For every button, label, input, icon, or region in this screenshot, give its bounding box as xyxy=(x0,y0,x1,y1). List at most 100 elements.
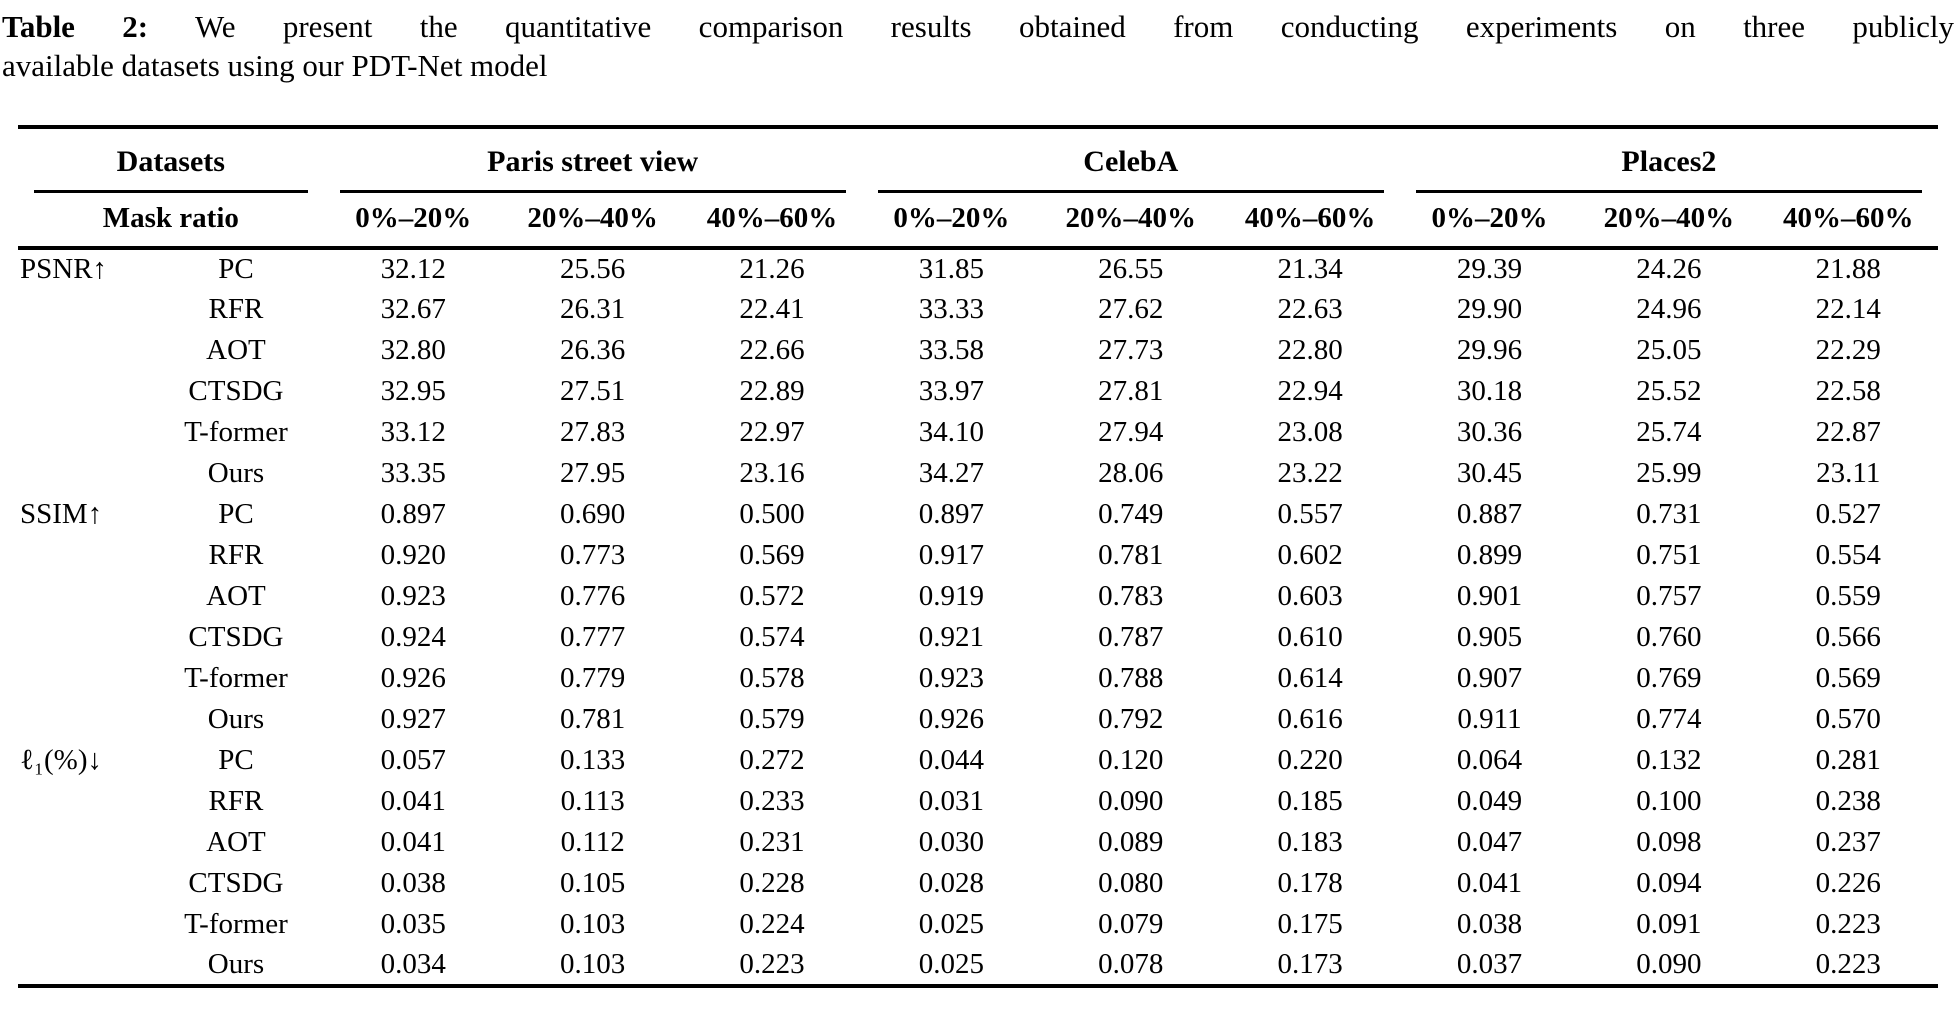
value-cell: 0.031 xyxy=(918,785,985,817)
method-label: T-former xyxy=(184,416,288,448)
metric-label: PSNR↑ xyxy=(20,253,108,285)
value-cell: 0.272 xyxy=(739,744,805,776)
value-cell: 0.559 xyxy=(1815,580,1881,612)
table-row: RFR 0.920 0.773 0.569 0.917 0.781 0.602 0.899 0.… xyxy=(18,535,1938,576)
group-places2-label: Places2 xyxy=(1415,129,1922,193)
value-cell: 30.45 xyxy=(1456,457,1523,489)
value-cell: 0.041 xyxy=(380,785,446,817)
value-cell: 0.769 xyxy=(1636,662,1702,694)
value-cell: 0.220 xyxy=(1277,744,1343,776)
value-cell: 0.917 xyxy=(918,539,985,571)
value-cell: 27.51 xyxy=(560,375,626,407)
value-cell: 0.224 xyxy=(739,908,805,940)
value-cell: 0.579 xyxy=(739,703,805,735)
value-cell: 32.67 xyxy=(380,293,446,325)
value-cell: 0.041 xyxy=(380,826,446,858)
value-cell: 0.037 xyxy=(1399,945,1580,988)
value-cell: 22.87 xyxy=(1815,416,1881,448)
value-cell: 0.105 xyxy=(560,867,626,899)
value-cell: 32.95 xyxy=(380,375,446,407)
caption-text-line1: We present the quantitative comparison r… xyxy=(194,9,1954,44)
method-label: T-former xyxy=(184,662,288,694)
value-cell: 0.578 xyxy=(739,662,805,694)
value-cell: 27.62 xyxy=(1098,293,1164,325)
table-row: Ours 33.35 27.95 23.16 34.27 28.06 23.22 30.45 2… xyxy=(18,453,1938,494)
value-cell: 0.574 xyxy=(739,621,805,653)
metric-empty-cell xyxy=(18,904,148,945)
value-cell: 0.923 xyxy=(380,580,446,612)
value-cell: 32.80 xyxy=(380,334,446,366)
value-cell: 0.602 xyxy=(1277,539,1343,571)
value-cell: 0.919 xyxy=(918,580,985,612)
value-cell: 22.63 xyxy=(1277,293,1343,325)
value-cell: 33.97 xyxy=(918,375,985,407)
method-label: PC xyxy=(218,253,254,285)
value-cell: 0.112 xyxy=(560,826,625,858)
value-cell: 0.090 xyxy=(1098,785,1164,817)
value-cell: 23.22 xyxy=(1277,457,1343,489)
value-cell: 25.52 xyxy=(1636,375,1702,407)
metric-empty-cell xyxy=(18,576,148,617)
value-cell: 0.047 xyxy=(1456,826,1523,858)
table-row: Ours 0.927 0.781 0.579 0.926 0.792 0.616 0.911 0… xyxy=(18,699,1938,740)
value-cell: 30.18 xyxy=(1456,375,1523,407)
value-cell: 0.781 xyxy=(1098,539,1164,571)
value-cell: 23.08 xyxy=(1277,416,1343,448)
value-cell: 0.781 xyxy=(560,703,626,735)
table-row: CTSDG 32.95 27.51 22.89 33.97 27.81 22.94 30.18… xyxy=(18,371,1938,412)
metric-empty-cell xyxy=(18,699,148,740)
method-label: RFR xyxy=(208,785,264,817)
col-header: 40%–60% xyxy=(1758,193,1938,250)
value-cell: 0.897 xyxy=(918,498,985,530)
value-cell: 0.091 xyxy=(1636,908,1702,940)
method-label: Ours xyxy=(207,703,265,735)
value-cell: 0.231 xyxy=(739,826,805,858)
value-cell: 26.55 xyxy=(1098,253,1164,285)
table-header: Datasets Paris street view CelebA Places… xyxy=(18,127,1938,250)
table-row: AOT 0.041 0.112 0.231 0.030 0.089 0.183 0.047 0.… xyxy=(18,822,1938,863)
value-cell: 27.95 xyxy=(560,457,626,489)
results-table: Datasets Paris street view CelebA Places… xyxy=(18,125,1938,988)
table-row: RFR 0.041 0.113 0.233 0.031 0.090 0.185 0.049 0.… xyxy=(18,781,1938,822)
table-row: T-former 0.035 0.103 0.224 0.025 0.079 0.175 0.… xyxy=(18,904,1938,945)
value-cell: 27.94 xyxy=(1098,416,1164,448)
metric-empty-cell xyxy=(18,781,148,822)
value-cell: 0.080 xyxy=(1098,867,1164,899)
value-cell: 0.788 xyxy=(1098,662,1164,694)
value-cell: 27.83 xyxy=(560,416,626,448)
value-cell: 0.569 xyxy=(1815,662,1881,694)
method-label: CTSDG xyxy=(188,375,284,407)
table-caption: Table 2: We present the quantitative com… xyxy=(0,0,1956,85)
value-cell: 29.96 xyxy=(1456,334,1523,366)
value-cell: 0.920 xyxy=(380,539,446,571)
col-header: 40%–60% xyxy=(682,193,862,250)
value-cell: 0.557 xyxy=(1277,498,1343,530)
group-paris-street-view: Paris street view xyxy=(324,127,862,193)
value-cell: 22.66 xyxy=(739,334,805,366)
method-label: PC xyxy=(218,498,254,530)
col-header: 40%–60% xyxy=(1220,193,1400,250)
value-cell: 0.226 xyxy=(1815,867,1881,899)
value-cell: 0.911 xyxy=(1457,703,1522,735)
value-cell: 0.566 xyxy=(1815,621,1881,653)
value-cell: 0.569 xyxy=(739,539,805,571)
value-cell: 0.034 xyxy=(323,945,503,988)
value-cell: 0.731 xyxy=(1636,498,1702,530)
caption-line-1: Table 2: We present the quantitative com… xyxy=(2,7,1954,46)
table-row: SSIM↑ PC 0.897 0.690 0.500 0.897 0.749 0.557 0.8… xyxy=(18,494,1938,535)
method-label: PC xyxy=(218,744,254,776)
value-cell: 0.120 xyxy=(1098,744,1164,776)
value-cell: 22.89 xyxy=(739,375,805,407)
value-cell: 0.030 xyxy=(918,826,985,858)
value-cell: 0.178 xyxy=(1277,867,1343,899)
value-cell: 26.31 xyxy=(560,293,626,325)
paper-page: Table 2: We present the quantitative com… xyxy=(0,0,1956,988)
value-cell: 0.185 xyxy=(1277,785,1343,817)
value-cell: 0.749 xyxy=(1098,498,1164,530)
value-cell: 22.94 xyxy=(1277,375,1343,407)
value-cell: 25.05 xyxy=(1636,334,1702,366)
value-cell: 21.26 xyxy=(739,253,805,285)
value-cell: 24.26 xyxy=(1636,253,1702,285)
method-label: AOT xyxy=(206,826,266,858)
value-cell: 22.97 xyxy=(739,416,805,448)
